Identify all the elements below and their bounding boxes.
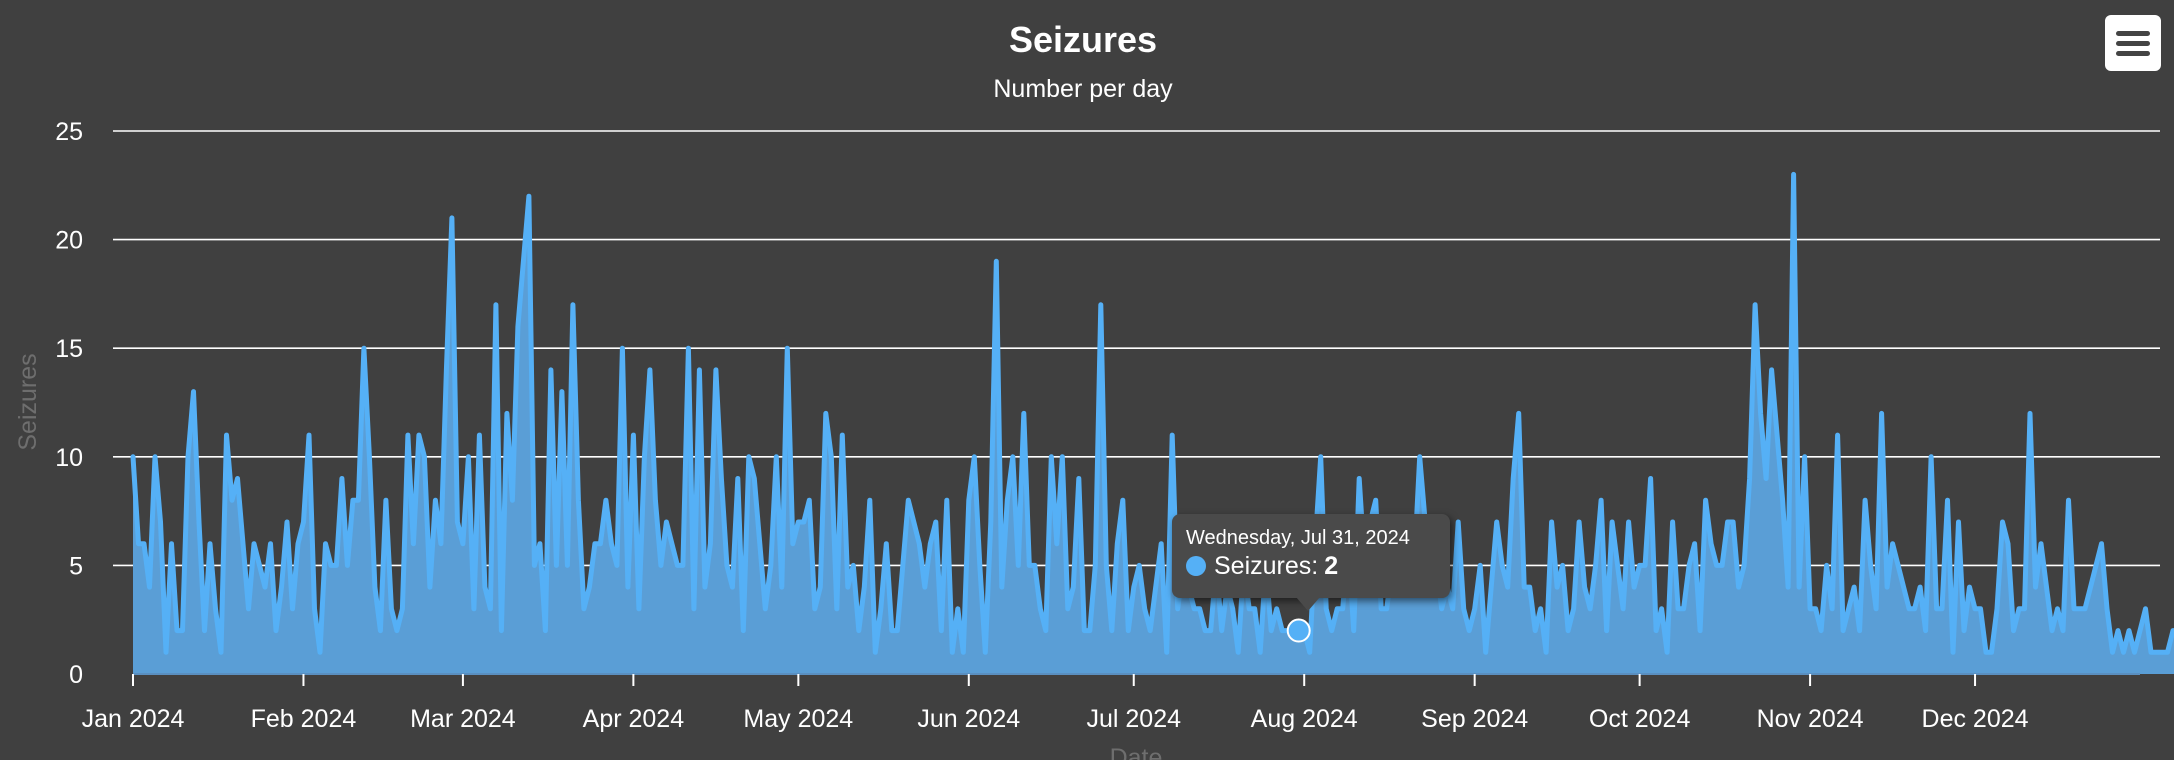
tooltip-series-name: Seizures xyxy=(1214,552,1312,580)
y-tick-label: 20 xyxy=(55,227,83,255)
chart-title: Seizures xyxy=(1009,19,1157,60)
x-tick-label: Oct 2024 xyxy=(1589,705,1691,733)
x-tick-label: Apr 2024 xyxy=(583,705,685,733)
chart-subtitle: Number per day xyxy=(993,75,1173,103)
x-tick-label: Dec 2024 xyxy=(1922,705,2029,733)
hover-marker-layer xyxy=(1286,618,1311,643)
y-tick-label: 0 xyxy=(69,661,83,689)
x-tick-label: Mar 2024 xyxy=(410,705,516,733)
tooltip-date: Wednesday, Jul 31, 2024 xyxy=(1186,527,1410,549)
hamburger-icon-bar xyxy=(2116,50,2150,56)
x-axis-ticks: Jan 2024 Feb 2024 Mar 2024 Apr 2024 May 2024… xyxy=(82,674,2029,733)
tooltip-row: Seizures: 2 xyxy=(1186,550,1436,582)
x-tick-label: Aug 2024 xyxy=(1251,705,1358,733)
x-tick-label: Jun 2024 xyxy=(917,705,1020,733)
x-tick-label: Feb 2024 xyxy=(251,705,357,733)
hamburger-icon-bar xyxy=(2116,40,2150,46)
hamburger-icon-bar xyxy=(2116,30,2150,36)
hover-point-marker xyxy=(1286,618,1311,643)
x-tick-label: May 2024 xyxy=(743,705,853,733)
x-axis-title: Date xyxy=(1110,744,1163,760)
x-tick-label: Nov 2024 xyxy=(1757,705,1864,733)
x-tick-label: Jan 2024 xyxy=(82,705,185,733)
x-tick-label: Sep 2024 xyxy=(1421,705,1528,733)
y-tick-label: 5 xyxy=(69,552,83,580)
data-tooltip: Wednesday, Jul 31, 2024 Seizures: 2 xyxy=(1172,514,1450,598)
chart-menu-button[interactable] xyxy=(2105,15,2161,71)
tooltip-pointer xyxy=(1296,597,1320,611)
y-axis-ticks: 0 5 10 15 20 25 xyxy=(55,118,83,689)
y-tick-label: 25 xyxy=(55,118,83,146)
series-dot-icon xyxy=(1186,556,1206,576)
y-tick-label: 15 xyxy=(55,335,83,363)
y-axis-title: Seizures xyxy=(14,353,42,450)
tooltip-value: 2 xyxy=(1324,552,1339,580)
series-line[interactable] xyxy=(130,171,2174,655)
x-tick-label: Jul 2024 xyxy=(1086,705,1181,733)
y-tick-label: 10 xyxy=(55,444,83,472)
plot-area[interactable] xyxy=(130,171,2174,675)
